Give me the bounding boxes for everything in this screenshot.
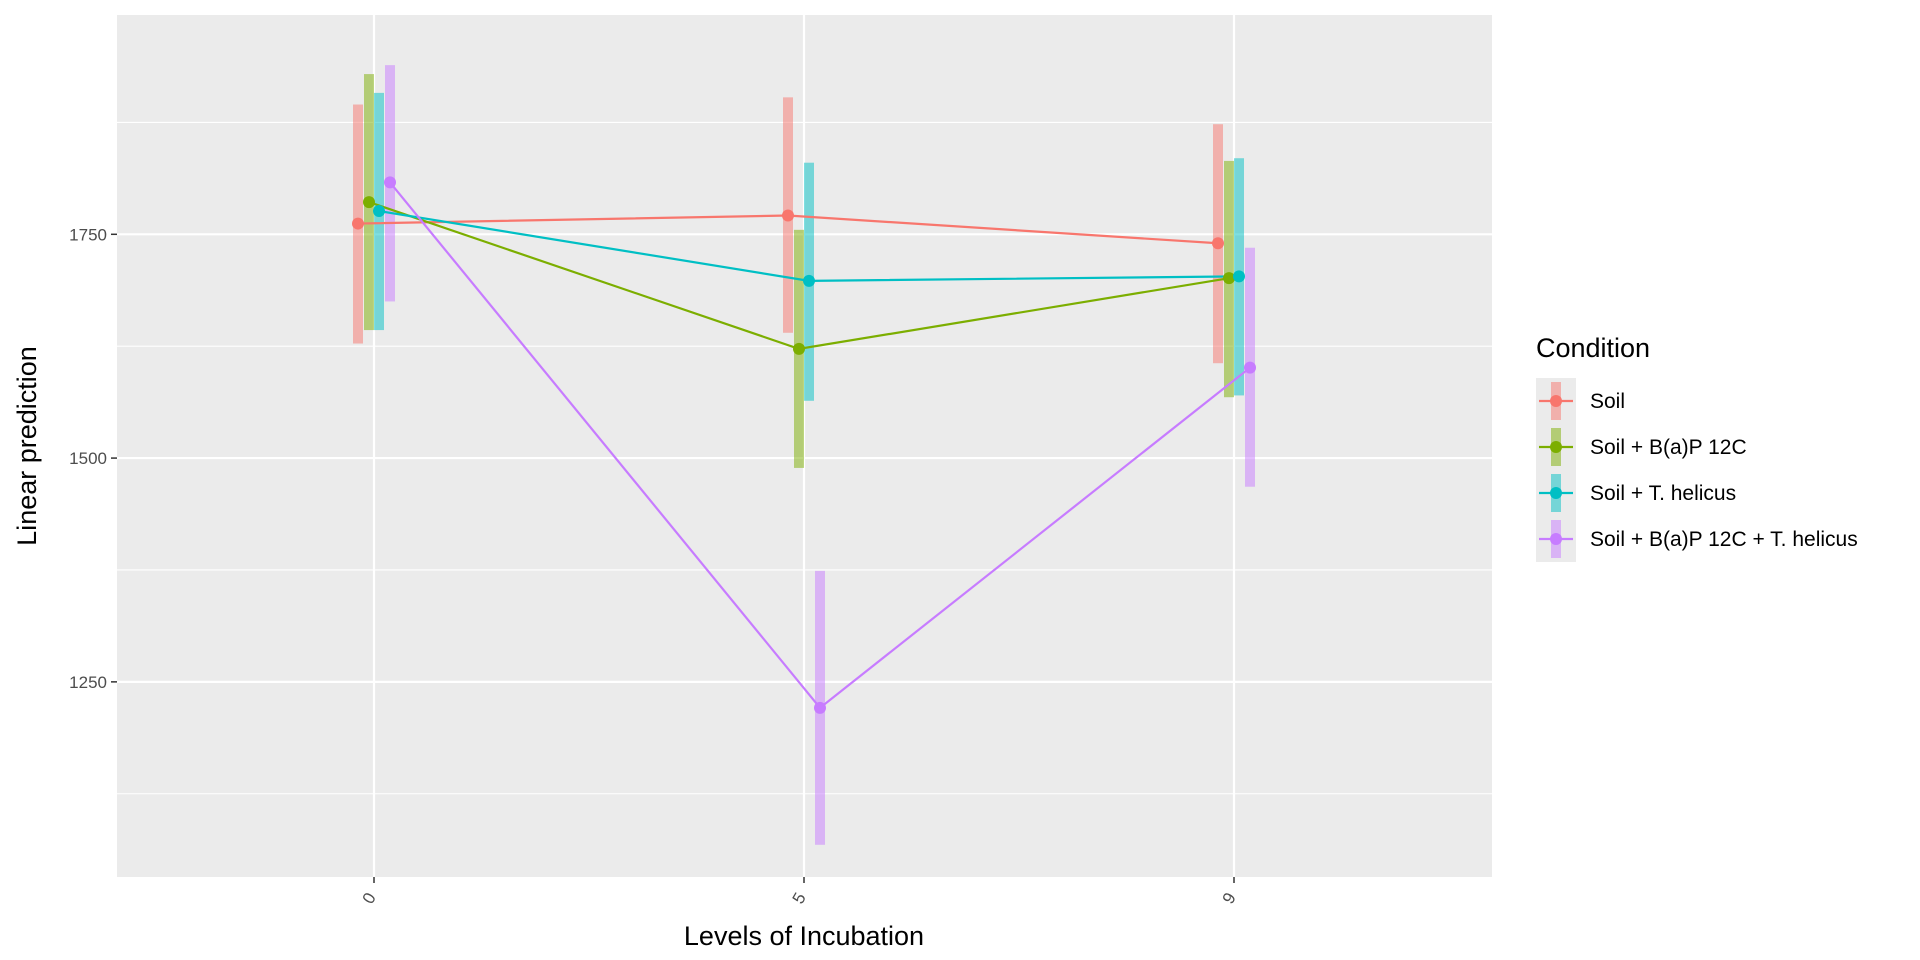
legend: Condition Soil Soil + B(a)P 12C Soil + T. … <box>1536 333 1858 562</box>
y-tick-label: 1250 <box>69 673 107 692</box>
y-axis-title: Linear prediction <box>12 346 42 546</box>
legend-label: Soil + B(a)P 12C + T. helicus <box>1590 528 1858 551</box>
legend-entries: Soil Soil + B(a)P 12C Soil + T. helicus Soi… <box>1536 378 1858 562</box>
x-tick-label: 5 <box>789 889 810 907</box>
data-point <box>352 217 364 230</box>
x-axis-title: Levels of Incubation <box>684 921 924 951</box>
legend-label: Soil + B(a)P 12C <box>1590 436 1747 459</box>
x-tick-label: 9 <box>1219 889 1240 907</box>
y-tick-label: 1500 <box>69 449 107 468</box>
data-point <box>782 209 794 222</box>
data-point <box>1233 270 1245 283</box>
legend-key-point <box>1550 395 1562 407</box>
legend-label: Soil + T. helicus <box>1590 482 1736 505</box>
data-point <box>793 342 805 355</box>
data-point <box>384 176 396 189</box>
data-point <box>373 205 385 218</box>
data-point <box>1223 272 1235 285</box>
x-tick-label: 0 <box>359 889 380 907</box>
data-points <box>352 176 1256 714</box>
data-point <box>1212 237 1224 250</box>
legend-key-point <box>1550 533 1562 545</box>
legend-title: Condition <box>1536 333 1650 363</box>
y-axis-ticks: 1250 1500 1750 <box>69 225 117 692</box>
data-point <box>363 196 375 209</box>
data-point <box>814 701 826 714</box>
y-tick-label: 1750 <box>69 225 107 244</box>
data-point <box>803 274 815 287</box>
legend-key-point <box>1550 487 1562 499</box>
x-axis-ticks: 0 5 9 <box>359 877 1240 907</box>
legend-label: Soil <box>1590 390 1625 413</box>
legend-key-point <box>1550 441 1562 453</box>
data-point <box>1244 361 1256 374</box>
